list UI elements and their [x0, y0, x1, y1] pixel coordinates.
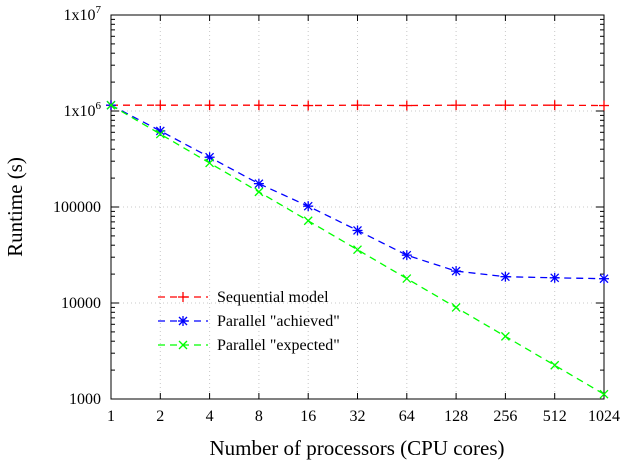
grid: [111, 15, 604, 399]
marker-stroke: [599, 389, 609, 399]
x-tick-label: 2: [156, 408, 164, 425]
plot-frame: [110, 14, 605, 400]
marker-stroke: [205, 158, 215, 168]
series-2-point: [500, 271, 511, 282]
series-1-point: [401, 100, 412, 111]
x-tick-label: 512: [543, 408, 567, 425]
legend-swatch-marker: [178, 316, 188, 326]
series-3-point: [353, 245, 362, 255]
marker-stroke: [155, 126, 165, 136]
series-3-point: [500, 331, 510, 341]
marker-stroke: [303, 201, 313, 211]
y-tick-label: 10000: [61, 295, 101, 312]
marker-stroke: [303, 216, 313, 226]
marker-stroke: [254, 187, 264, 197]
series-2-point: [599, 273, 609, 284]
legend-swatch-marker: [178, 340, 188, 350]
series-1-point: [599, 100, 609, 111]
series-1-point: [352, 100, 363, 111]
x-axis-label: Number of processors (CPU cores): [209, 436, 504, 460]
series-1-point: [500, 100, 511, 111]
marker-stroke: [155, 129, 165, 139]
series-group: [106, 100, 609, 399]
y-tick-label: 100000: [53, 199, 101, 216]
series-2-point: [401, 250, 412, 261]
series-3-point: [451, 303, 461, 312]
marker-stroke: [353, 225, 362, 235]
series-1-point: [303, 100, 314, 111]
series-3-point: [205, 158, 215, 168]
y-axis-tick-labels: 1000 10000 100000 1x106 1x107: [53, 4, 102, 408]
x-tick-label: 16: [300, 408, 316, 425]
series-3-point: [254, 187, 264, 197]
series-2-point: [253, 178, 264, 189]
marker-stroke: [106, 100, 116, 110]
y-axis-label: Runtime (s): [3, 157, 27, 257]
x-tick-label: 256: [493, 408, 517, 425]
x-tick-label: 128: [444, 408, 468, 425]
marker-stroke: [500, 331, 510, 341]
series-1-point: [253, 100, 264, 111]
x-tick-label: 64: [399, 408, 415, 425]
marker-stroke: [178, 316, 188, 326]
marker-stroke: [402, 250, 412, 260]
series-3-point: [599, 389, 609, 399]
x-tick-label: 32: [350, 408, 366, 425]
series-2-point: [549, 272, 560, 283]
marker-stroke: [402, 274, 412, 284]
series-2-point: [451, 266, 462, 277]
x-axis-tick-labels: 1 2 4 8 16 32 64 128 256 512 1024: [107, 408, 620, 425]
series-1-point: [204, 100, 215, 111]
marker-stroke: [550, 360, 560, 370]
marker-stroke: [353, 245, 362, 255]
legend-label: Parallel "expected": [217, 337, 340, 354]
marker-stroke: [550, 273, 560, 283]
series-3-point: [106, 100, 116, 110]
series-2-point: [303, 201, 314, 212]
marker-stroke: [254, 179, 264, 189]
y-tick-label: 1000: [69, 391, 101, 408]
marker-stroke: [500, 272, 510, 282]
legend: Sequential model Parallel "achieved" Paral…: [158, 289, 340, 354]
marker-stroke: [178, 340, 188, 350]
marker-stroke: [599, 274, 609, 284]
series-3-point: [155, 129, 165, 139]
x-tick-label: 4: [206, 408, 214, 425]
y-tick-label: 1x107: [64, 4, 102, 24]
series-1-point: [155, 100, 166, 111]
legend-label: Parallel "achieved": [217, 313, 340, 330]
series-1-point: [451, 100, 462, 111]
series-3-point: [303, 216, 313, 226]
marker-stroke: [451, 303, 461, 312]
series-3-point: [402, 274, 412, 284]
legend-swatch-marker: [178, 292, 188, 302]
y-tick-label: 1x106: [64, 100, 102, 120]
x-tick-label: 8: [255, 408, 263, 425]
series-1-point: [549, 100, 560, 111]
x-tick-label: 1024: [588, 408, 620, 425]
series-3-point: [550, 360, 560, 370]
marker-stroke: [451, 266, 461, 276]
x-tick-label: 1: [107, 408, 115, 425]
series-2-point: [352, 225, 363, 236]
legend-label: Sequential model: [217, 289, 329, 306]
